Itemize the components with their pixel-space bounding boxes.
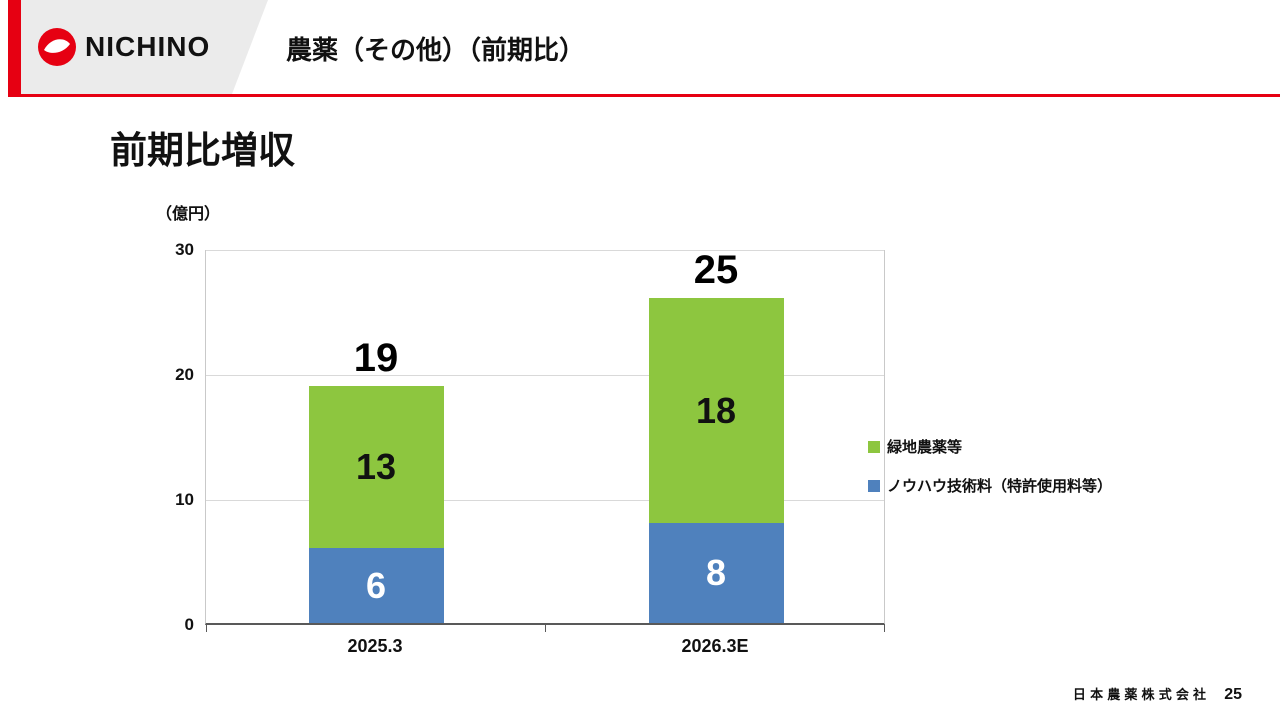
- bar-segment-value: 13: [355, 445, 397, 487]
- bar-segment: 13: [308, 385, 444, 548]
- bar-group-2025.3: 6 13 19: [308, 250, 444, 623]
- x-axis-tick: [884, 624, 885, 632]
- bar-segment-value: 18: [695, 389, 737, 431]
- gridline: [206, 250, 884, 251]
- legend-label: 緑地農薬等: [887, 439, 963, 456]
- y-tick-label: 10: [175, 490, 194, 509]
- x-tick-label: 2026.3E: [681, 636, 749, 656]
- y-tick-label: 0: [184, 615, 194, 634]
- logo-plate: NICHINO: [21, 0, 268, 94]
- page-number: 25: [1224, 686, 1242, 703]
- footer: 日本農薬株式会社 25: [1073, 684, 1242, 704]
- bar-segment-value: 8: [705, 552, 727, 593]
- legend-label: ノウハウ技術料（特許使用料等）: [887, 478, 1113, 495]
- legend-swatch: [868, 440, 880, 453]
- bar-segment: 6: [308, 548, 444, 623]
- y-tick-label: 30: [175, 240, 194, 259]
- bar-total-value: 19: [353, 335, 399, 380]
- y-axis-unit-label: （億円）: [156, 206, 221, 223]
- bar-segment: 18: [648, 298, 784, 523]
- nichino-logo-text: NICHINO: [85, 31, 211, 62]
- plot-area: 6 13 19 8 18 25: [205, 248, 885, 632]
- legend-item: 緑地農薬等: [868, 436, 1228, 457]
- legend-swatch: [868, 479, 880, 492]
- x-tick-label: 2025.3: [347, 636, 403, 656]
- y-axis-labels: 0 10 20 30: [148, 240, 194, 634]
- gridline: [206, 500, 884, 501]
- slide-header-title: 農薬（その他）（前期比）: [286, 35, 586, 65]
- bar-group-2026.3E: 8 18 25: [648, 248, 784, 623]
- y-tick-label: 20: [175, 365, 194, 384]
- footer-company: 日本農薬株式会社: [1072, 687, 1211, 702]
- bar-total-value: 25: [693, 248, 739, 292]
- bar-segment-value: 6: [365, 564, 387, 606]
- section-heading: 前期比増収: [110, 130, 295, 171]
- chart-legend: 緑地農薬等ノウハウ技術料（特許使用料等）: [868, 436, 1228, 514]
- bar-segment: 8: [648, 523, 784, 623]
- header-rule: [8, 94, 1280, 97]
- legend-item: ノウハウ技術料（特許使用料等）: [868, 475, 1228, 496]
- x-axis-tick: [545, 624, 546, 632]
- x-axis-tick: [206, 624, 207, 632]
- red-accent-stripe: [8, 0, 21, 94]
- x-axis-labels: 2025.3 2026.3E: [205, 636, 885, 662]
- nichino-logo-icon: [37, 27, 77, 67]
- gridline: [206, 375, 884, 376]
